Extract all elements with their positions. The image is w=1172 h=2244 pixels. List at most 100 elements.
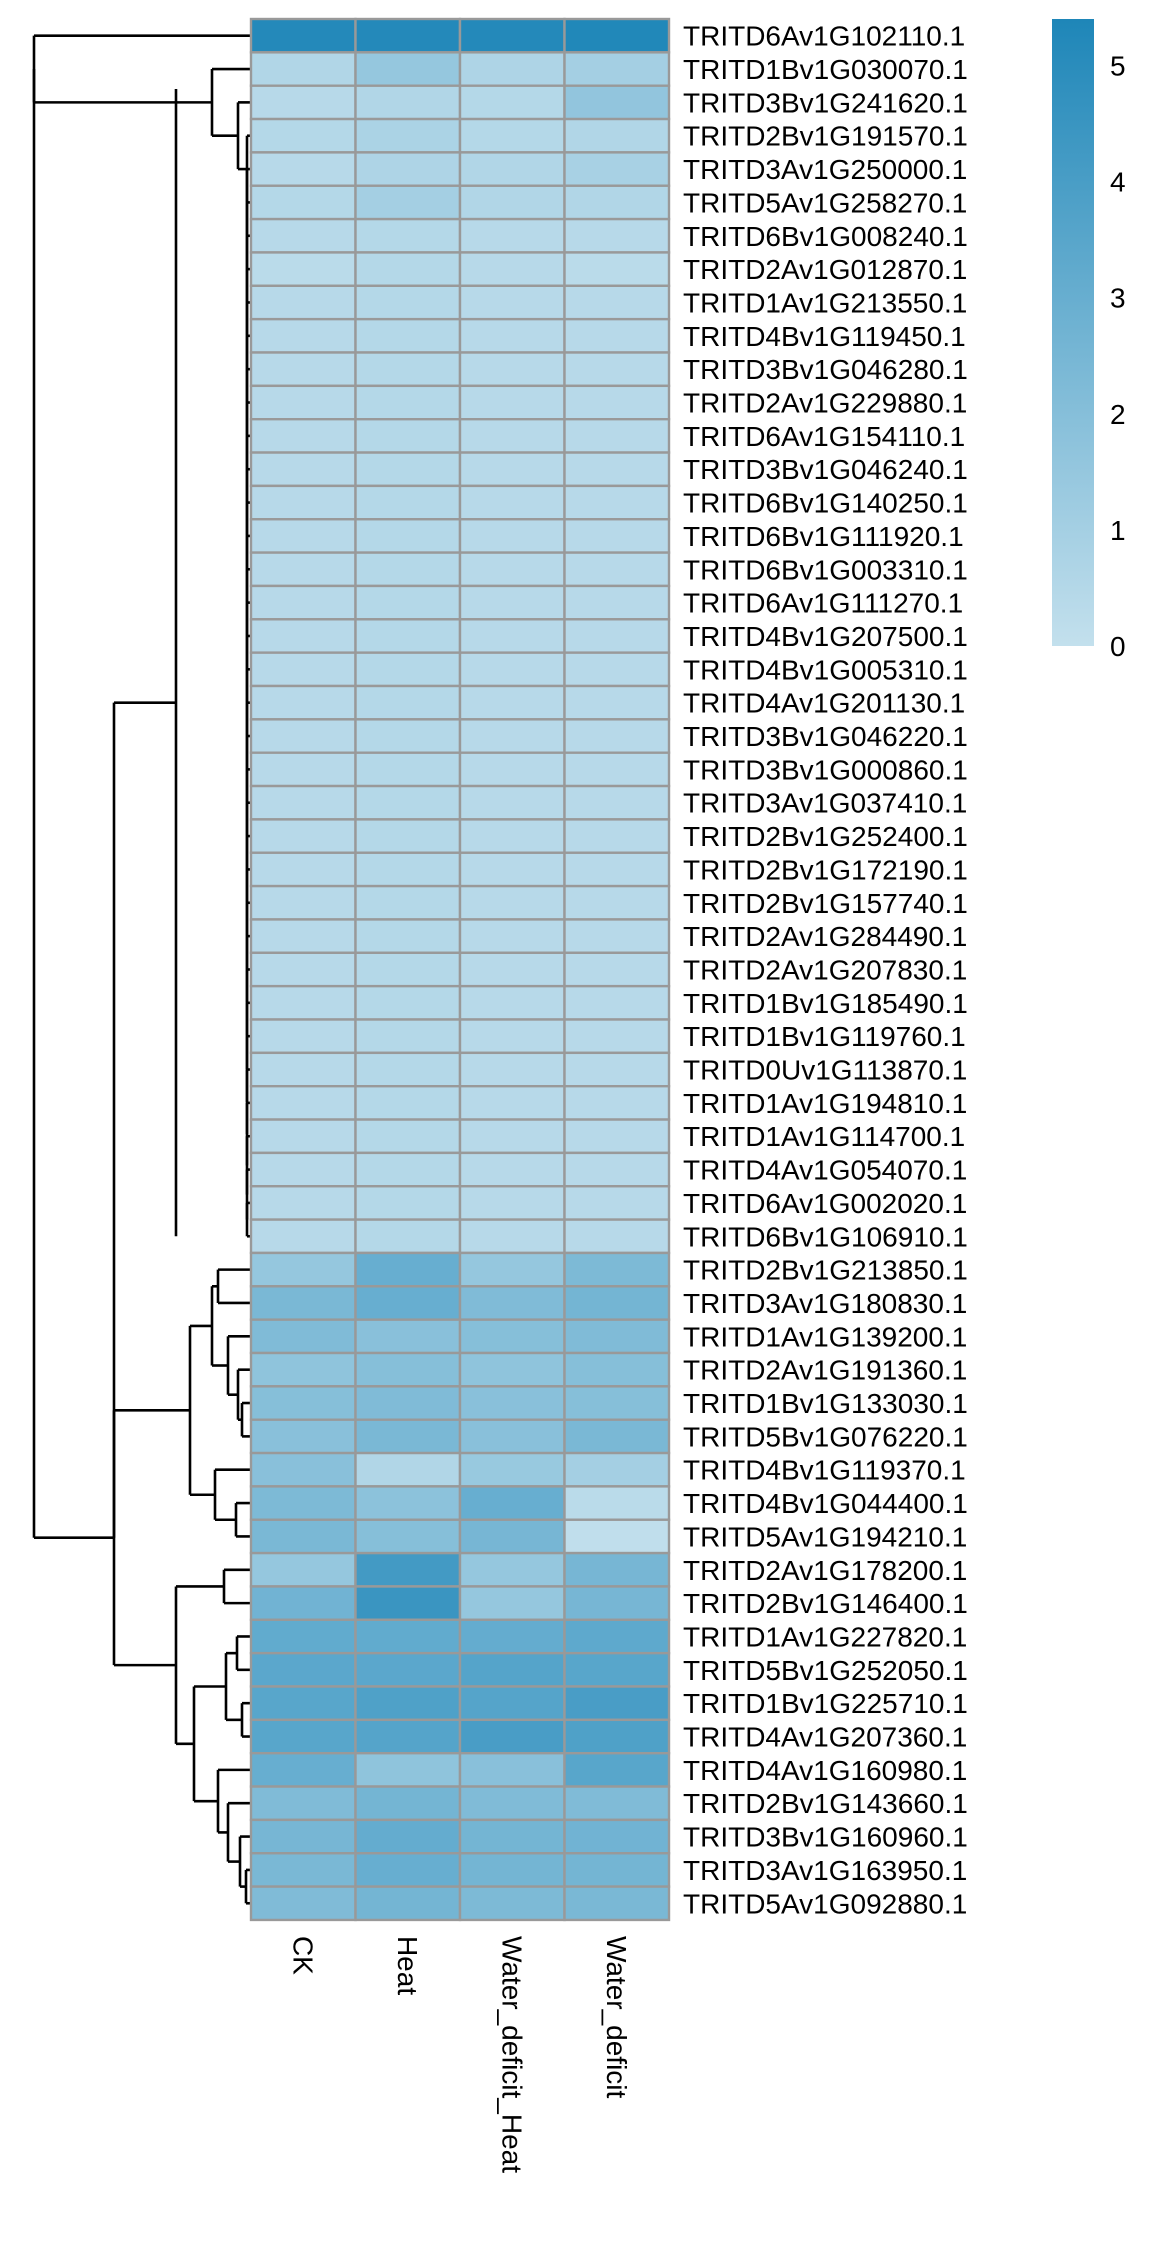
heatmap-cell [458,1651,566,1688]
heatmap-cell [563,1084,671,1121]
heatmap-cell [354,918,462,955]
heatmap-cell [249,1418,357,1455]
heatmap-cell [354,351,462,388]
heatmap-cell [354,718,462,754]
heatmap-cell [563,117,671,154]
heatmap-cell [563,851,671,888]
heatmap-cell [249,851,357,888]
heatmap-cell [563,451,671,488]
heatmap-cells [249,17,671,1922]
row-label: TRITD4Bv1G119370.1 [683,1455,966,1486]
heatmap-cell [458,1318,566,1355]
heatmap-cell [249,951,357,988]
heatmap-cell [354,1185,462,1221]
color-legend-tick-label: 0 [1110,631,1126,662]
row-label: TRITD6Bv1G003310.1 [683,554,968,585]
heatmap-cell [354,1451,462,1488]
row-label: TRITD3Bv1G046240.1 [683,454,968,485]
row-label: TRITD2Bv1G172190.1 [683,854,968,885]
heatmap-cell [458,351,566,388]
heatmap-cell [249,1051,357,1088]
heatmap-cell [354,1852,462,1888]
heatmap-cell [458,1351,566,1388]
heatmap-cell [458,1718,566,1755]
heatmap-cell [249,1618,357,1655]
heatmap-cell [249,1518,357,1555]
heatmap-cell [249,1551,357,1588]
heatmap-cell [563,184,671,221]
heatmap-cell [249,551,357,588]
heatmap-cell [354,1051,462,1088]
heatmap-cell [354,151,462,187]
heatmap-cell [563,317,671,354]
heatmap-cell [354,1351,462,1388]
heatmap-cell [249,1751,357,1788]
heatmap-cell [249,1251,357,1288]
heatmap-cell [354,317,462,354]
row-label: TRITD4Av1G160980.1 [683,1755,967,1786]
row-label: TRITD4Bv1G119450.1 [683,321,966,352]
heatmap-cell [563,1818,671,1855]
heatmap-cell [563,1885,671,1922]
heatmap-cell [458,1185,566,1221]
heatmap-cell [354,1818,462,1855]
heatmap-cell [563,1485,671,1521]
heatmap-cell [458,551,566,588]
heatmap-cell [458,1151,566,1188]
heatmap-cell [563,1585,671,1621]
heatmap-cell [458,784,566,821]
heatmap-cell [249,1818,357,1855]
heatmap-cell [354,1018,462,1055]
heatmap-cell [249,1218,357,1255]
row-label: TRITD3Bv1G046280.1 [683,354,968,385]
heatmap-cell [458,651,566,688]
heatmap-cell [563,384,671,421]
color-legend-tick-label: 1 [1110,515,1126,546]
heatmap-cell [249,317,357,354]
heatmap-cell [249,1485,357,1521]
row-label: TRITD1Bv1G119760.1 [683,1021,966,1052]
heatmap-cell [563,1418,671,1455]
color-legend-tick-label: 3 [1110,283,1126,314]
heatmap-cell [249,1018,357,1055]
heatmap-cell [249,918,357,955]
row-label: TRITD6Av1G111270.1 [683,588,963,619]
heatmap-cell [458,1018,566,1055]
heatmap-cell [249,584,357,621]
heatmap-cell [563,1685,671,1722]
heatmap-cell [563,1718,671,1755]
row-label: TRITD5Bv1G252050.1 [683,1655,968,1686]
heatmap-cell [563,951,671,988]
row-label: TRITD6Bv1G106910.1 [683,1221,968,1252]
heatmap-cell [354,518,462,554]
heatmap-cell [249,217,357,254]
heatmap-cell [354,1084,462,1121]
heatmap-cell [249,1885,357,1922]
heatmap-cell [458,1385,566,1421]
heatmap-cell [563,151,671,187]
heatmap-cell [354,251,462,287]
heatmap-cell [458,1218,566,1255]
row-label: TRITD6Bv1G140250.1 [683,488,968,519]
row-label: TRITD4Bv1G005310.1 [683,654,968,685]
heatmap-cell [354,284,462,321]
heatmap-cell [354,1485,462,1521]
heatmap-cell [249,1685,357,1722]
heatmap-cell [354,784,462,821]
heatmap-cell [249,1118,357,1155]
row-label: TRITD2Av1G229880.1 [683,388,967,419]
heatmap-cell [249,1285,357,1321]
row-label: TRITD3Av1G250000.1 [683,154,967,185]
heatmap-cell [354,1718,462,1755]
row-label: TRITD4Bv1G044400.1 [683,1488,968,1519]
heatmap-cell [458,951,566,988]
heatmap-cell [563,784,671,821]
heatmap-cell [563,884,671,921]
heatmap-cell [563,618,671,654]
heatmap-cell [249,151,357,187]
heatmap-cell [458,1818,566,1855]
heatmap-cell [563,484,671,521]
row-label: TRITD6Av1G002020.1 [683,1188,967,1219]
heatmap-cell [458,1084,566,1121]
